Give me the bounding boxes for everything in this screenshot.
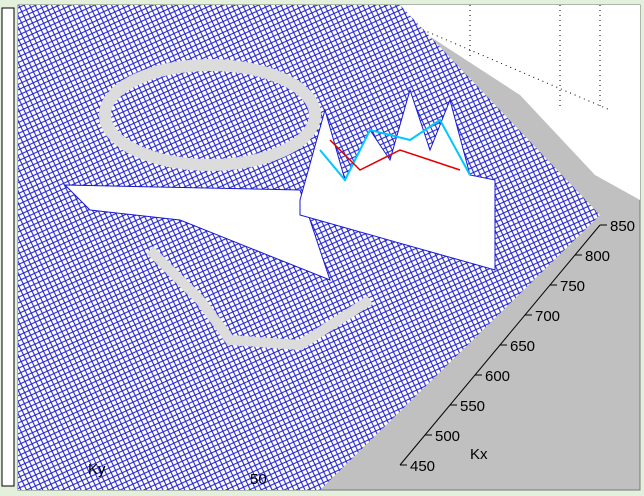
x-tick-label: 450 (410, 458, 435, 475)
x-tick-label: 750 (560, 278, 585, 295)
x-tick-label: 800 (585, 248, 610, 265)
y-tick-label: 50 (250, 471, 267, 488)
x-tick-label: 850 (610, 218, 635, 235)
x-tick-label: 600 (485, 368, 510, 385)
x-tick-label: 700 (535, 308, 560, 325)
chart: Kx Ky 50 450500550600650700750800850 (0, 0, 644, 496)
y-axis-label: Ky (88, 461, 106, 478)
x-tick-label: 550 (460, 398, 485, 415)
x-tick-label: 500 (435, 428, 460, 445)
x-tick-label: 650 (510, 338, 535, 355)
x-axis-label: Kx (470, 446, 488, 463)
side-panel (2, 8, 14, 486)
